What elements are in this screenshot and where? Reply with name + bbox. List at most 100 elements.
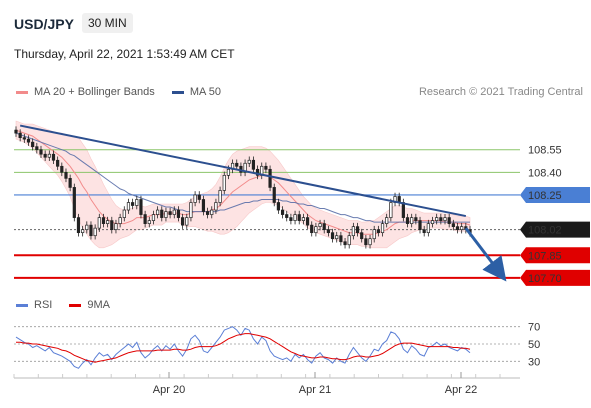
ma50-line bbox=[15, 132, 470, 223]
candle-body bbox=[272, 187, 276, 203]
candle-body bbox=[85, 224, 89, 231]
legend-item-9ma: 9MA bbox=[69, 299, 110, 311]
candle-body bbox=[264, 165, 268, 170]
legend-swatch bbox=[16, 90, 28, 94]
candle-body bbox=[243, 162, 247, 173]
level-tag-107.85 bbox=[520, 247, 590, 264]
rsi-panel: 70 50 30 bbox=[14, 322, 540, 369]
candle-body bbox=[22, 137, 26, 140]
candle-body bbox=[285, 214, 289, 218]
candle-body bbox=[247, 159, 251, 164]
candle-body bbox=[156, 209, 160, 215]
candle-body bbox=[347, 235, 351, 246]
candle-body bbox=[443, 217, 447, 221]
candle-body bbox=[193, 194, 197, 203]
level-label-108.02: 108.02 bbox=[528, 225, 562, 237]
candle-body bbox=[89, 224, 93, 237]
candle-body bbox=[122, 209, 126, 218]
candle-body bbox=[151, 214, 156, 221]
candle-body bbox=[56, 159, 60, 167]
candle-body bbox=[214, 202, 218, 211]
candle-body bbox=[251, 159, 256, 170]
candle-body bbox=[318, 223, 322, 227]
candle-body bbox=[301, 217, 305, 221]
candle-body bbox=[439, 217, 443, 221]
candle-body bbox=[430, 220, 435, 224]
candle-body bbox=[410, 217, 414, 224]
level-label-108.40: 108.40 bbox=[528, 167, 562, 179]
legend-item-ma20-bollinger: MA 20 + Bollinger Bands bbox=[16, 86, 155, 98]
candle-body bbox=[118, 217, 122, 224]
legend-label: 9MA bbox=[87, 299, 111, 311]
x-tick-label: Apr 20 bbox=[153, 384, 185, 396]
candle-body bbox=[81, 229, 85, 234]
rsi-tick-label: 30 bbox=[528, 356, 540, 368]
timeframe-badge[interactable]: 30 MIN bbox=[82, 13, 133, 33]
candle-body bbox=[414, 217, 418, 221]
candle-body bbox=[60, 165, 64, 173]
candle-body bbox=[47, 153, 51, 158]
candlesticks bbox=[14, 126, 472, 249]
candle-body bbox=[39, 149, 43, 155]
rsi-tick-label: 50 bbox=[528, 339, 540, 351]
candle-body bbox=[114, 223, 118, 231]
candle-body bbox=[322, 223, 326, 231]
candle-body bbox=[26, 138, 31, 143]
candle-body bbox=[360, 232, 364, 240]
candle-body bbox=[160, 209, 164, 218]
candle-body bbox=[339, 235, 343, 243]
candle-body bbox=[76, 217, 81, 234]
candle-body bbox=[31, 141, 35, 148]
candle-body bbox=[68, 178, 72, 188]
legend-item-rsi: RSI bbox=[16, 299, 52, 311]
candle-body bbox=[126, 202, 131, 211]
level-labels: 108.55 108.40 108.25 108.02 107.85 107.70 bbox=[520, 145, 590, 286]
candle-body bbox=[447, 217, 451, 224]
timestamp: Thursday, April 22, 2021 1:53:49 AM CET bbox=[14, 47, 235, 61]
x-tick-label: Apr 21 bbox=[299, 384, 331, 396]
candle-body bbox=[51, 153, 56, 161]
candle-body bbox=[197, 194, 201, 200]
candle-body bbox=[110, 220, 114, 231]
candle-body bbox=[364, 238, 368, 246]
candle-body bbox=[72, 187, 76, 218]
candle-body bbox=[422, 229, 426, 234]
candle-body bbox=[176, 209, 181, 218]
candle-body bbox=[210, 209, 214, 215]
candle-body bbox=[101, 217, 106, 224]
candle-body bbox=[189, 202, 193, 218]
candle-body bbox=[97, 217, 101, 229]
candle-body bbox=[222, 174, 226, 191]
resistance-trendline bbox=[19, 124, 467, 218]
candle-body bbox=[355, 226, 360, 234]
candle-body bbox=[268, 168, 272, 188]
candle-body bbox=[201, 199, 206, 212]
candle-body bbox=[14, 129, 18, 134]
candle-body bbox=[376, 229, 380, 234]
candle-body bbox=[343, 241, 347, 246]
candle-body bbox=[168, 211, 172, 215]
candle-body bbox=[205, 211, 210, 215]
x-tick-label: Apr 22 bbox=[445, 384, 477, 396]
legend-label: MA 50 bbox=[189, 86, 222, 98]
candle-body bbox=[389, 202, 393, 218]
candle-body bbox=[418, 220, 422, 231]
legend-swatch bbox=[69, 303, 82, 307]
moving-averages bbox=[15, 129, 471, 235]
candle-body bbox=[164, 211, 168, 218]
candle-body bbox=[106, 220, 110, 224]
candle-body bbox=[255, 168, 260, 176]
candle-body bbox=[372, 229, 376, 240]
candle-body bbox=[131, 202, 135, 206]
candle-body bbox=[401, 202, 405, 218]
candle-body bbox=[293, 214, 297, 221]
legend-swatch bbox=[16, 303, 28, 307]
candle-body bbox=[330, 232, 335, 240]
level-label-108.25: 108.25 bbox=[528, 190, 562, 202]
candle-body bbox=[455, 226, 460, 231]
rsi-legend: RSI 9MA bbox=[16, 299, 124, 311]
candle-body bbox=[380, 223, 385, 234]
candle-body bbox=[314, 226, 318, 234]
candle-body bbox=[35, 146, 39, 151]
